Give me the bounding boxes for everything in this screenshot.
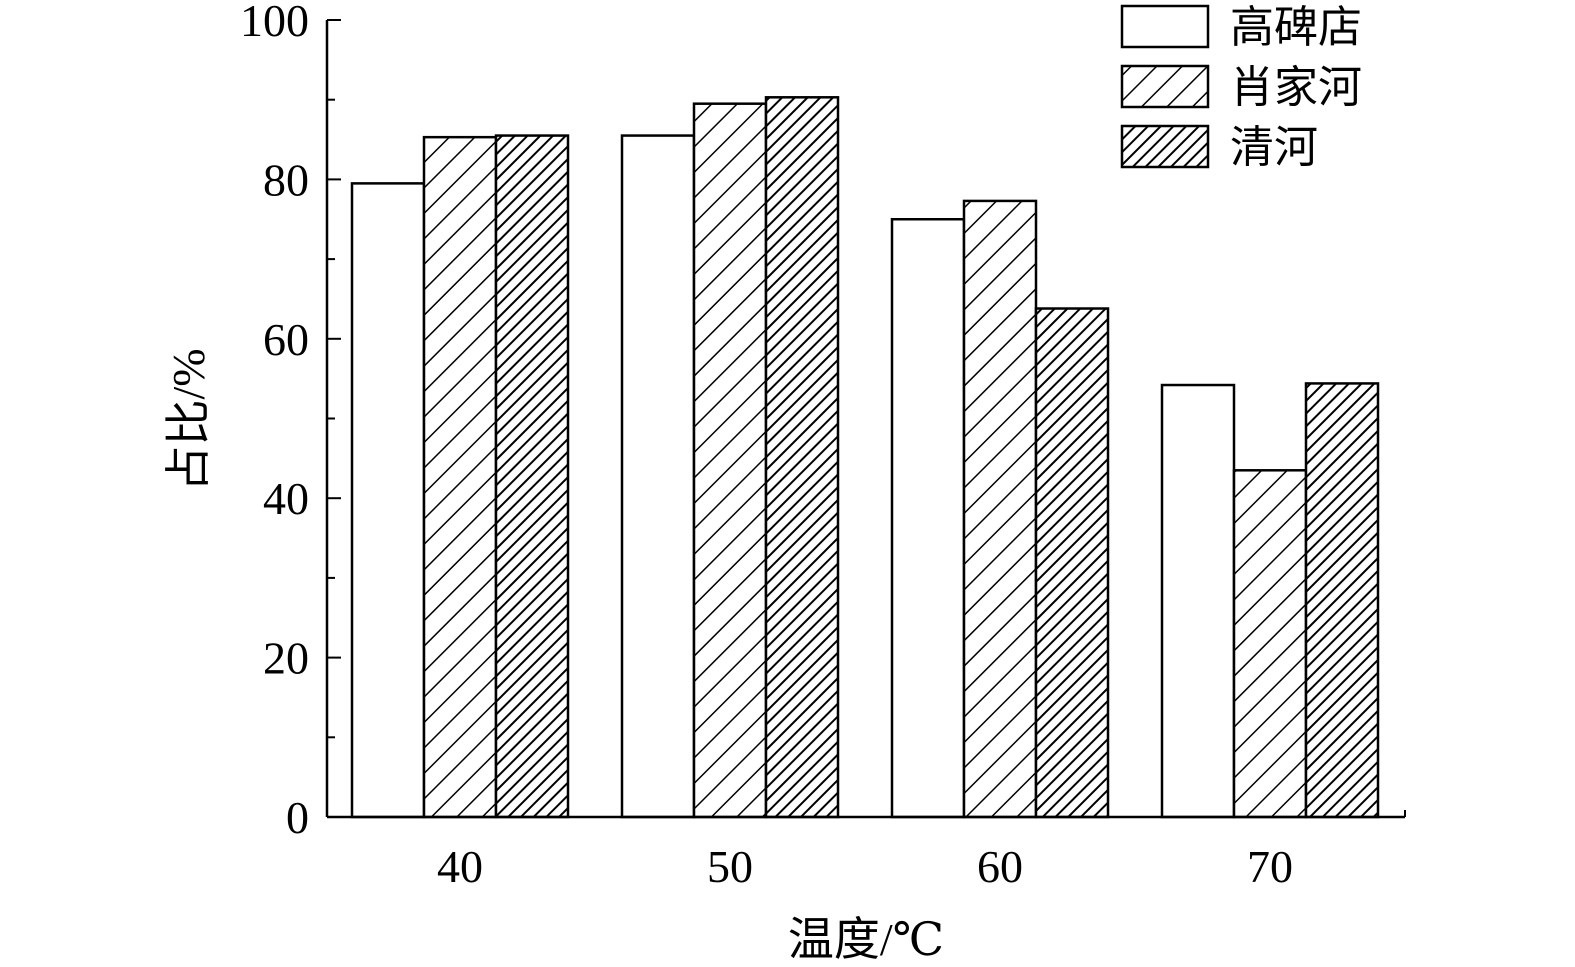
legend-label: 高碑店 — [1230, 3, 1362, 52]
legend-label: 肖家河 — [1230, 63, 1362, 112]
bar-60-series-3 — [1034, 307, 1110, 819]
x-tick-label: 70 — [1247, 841, 1293, 892]
bar-40-series-2 — [422, 135, 498, 819]
x-tick-label: 60 — [977, 841, 1023, 892]
bar-70-series-3 — [1304, 382, 1380, 819]
y-tick-label: 20 — [263, 633, 309, 684]
bar-70-series-2 — [1232, 469, 1308, 819]
bar-60-series-2 — [962, 199, 1038, 819]
y-ticks-group: 0 20 40 60 80 100 — [240, 0, 341, 843]
bar-60-series-1 — [890, 218, 966, 819]
bars-group — [350, 96, 1380, 819]
bar-40-series-1 — [350, 182, 426, 819]
bar-70-series-1 — [1160, 383, 1236, 819]
x-tick-label: 50 — [707, 841, 753, 892]
legend-swatch — [1120, 124, 1210, 169]
bar-50-series-2 — [692, 102, 768, 819]
bar-50-series-3 — [764, 96, 840, 819]
legend-swatch — [1120, 64, 1210, 109]
y-tick-label: 60 — [263, 314, 309, 365]
x-tick-label: 40 — [437, 841, 483, 892]
y-tick-label: 80 — [263, 154, 309, 205]
x-ticks-group: 40 50 60 70 — [437, 841, 1293, 892]
y-tick-label: 0 — [286, 792, 309, 843]
bar-50-series-1 — [620, 134, 696, 819]
legend-swatch — [1120, 4, 1210, 49]
y-axis-label: 占比/% — [163, 348, 214, 491]
legend-label: 清河 — [1230, 123, 1318, 172]
bar-40-series-3 — [494, 134, 570, 819]
y-tick-label: 40 — [263, 473, 309, 524]
y-tick-label: 100 — [240, 0, 309, 46]
x-axis-label: 温度/℃ — [788, 914, 944, 965]
